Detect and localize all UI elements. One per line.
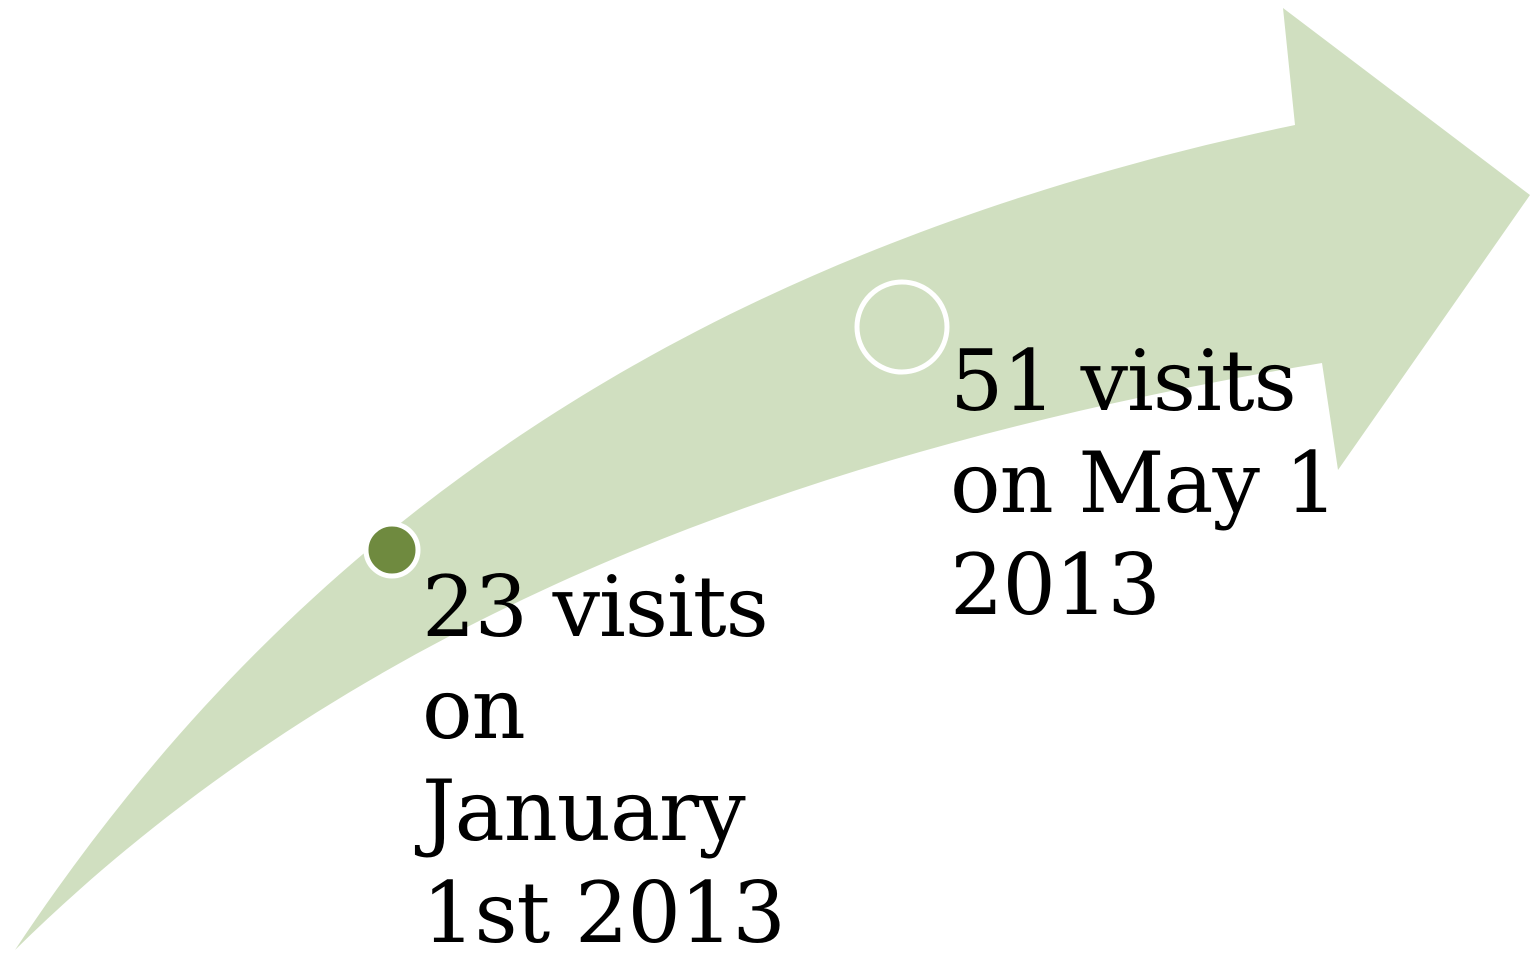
milestone-label-may: 51 visits on May 1 2013 <box>950 332 1338 634</box>
curved-arrow <box>15 8 1530 950</box>
milestone-marker-hollow <box>854 279 950 375</box>
milestone-marker-filled <box>363 521 421 579</box>
milestone-label-january: 23 visits on January 1st 2013 <box>422 558 786 962</box>
